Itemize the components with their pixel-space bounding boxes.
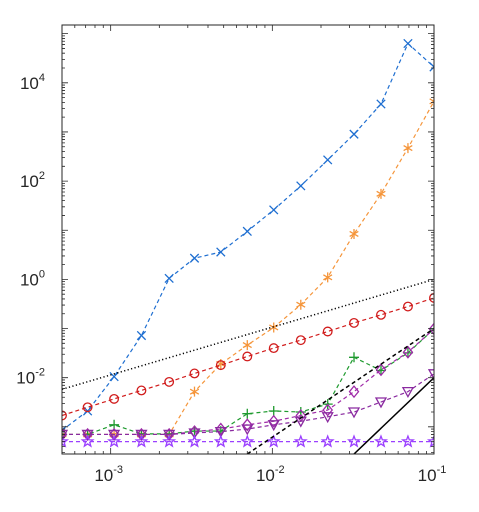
triangle-down-marker-3 bbox=[135, 429, 148, 441]
diamond-marker-14 bbox=[428, 322, 434, 336]
plus-marker-7 bbox=[242, 408, 253, 419]
circle-marker-9 bbox=[295, 335, 306, 346]
star5-marker-13 bbox=[400, 434, 415, 448]
circle-marker-2 bbox=[109, 393, 120, 404]
star5-marker-3 bbox=[134, 434, 149, 448]
circle-marker-3 bbox=[136, 385, 147, 396]
star5-marker-12 bbox=[373, 434, 388, 448]
star6-marker-12 bbox=[376, 188, 386, 199]
star5-marker-9 bbox=[293, 434, 308, 448]
x-marker-9 bbox=[296, 181, 306, 191]
circle-marker-14 bbox=[429, 292, 434, 303]
star5-marker-8 bbox=[266, 434, 281, 448]
x-marker-10 bbox=[323, 155, 333, 165]
y-tick-label-1: 100 bbox=[20, 268, 45, 289]
star5-marker-2 bbox=[107, 434, 122, 448]
x-marker-5 bbox=[189, 253, 200, 263]
x-marker-14 bbox=[429, 62, 434, 72]
circle-marker-7 bbox=[242, 351, 253, 362]
star6-marker-7 bbox=[242, 340, 252, 351]
diamond-marker-11 bbox=[348, 385, 360, 399]
diamond-marker-7 bbox=[241, 418, 253, 432]
series-9 bbox=[353, 377, 434, 454]
y-tick-label-2: 102 bbox=[20, 170, 45, 191]
star5-marker-4 bbox=[162, 434, 177, 448]
triangle-down-marker-1 bbox=[81, 429, 94, 441]
star5-marker-6 bbox=[213, 434, 228, 448]
y-tick-label-0: 10-2 bbox=[16, 367, 45, 388]
circle-marker-11 bbox=[349, 317, 359, 328]
star5-marker-7 bbox=[240, 434, 255, 448]
x-marker-7 bbox=[242, 226, 252, 236]
triangle-down-marker-0 bbox=[62, 429, 69, 441]
star5-marker-0 bbox=[62, 434, 70, 448]
star5-marker-14 bbox=[426, 434, 434, 448]
triangle-down-marker-8 bbox=[267, 420, 280, 432]
circle-marker-4 bbox=[164, 376, 175, 387]
triangle-down-marker-12 bbox=[374, 397, 388, 409]
triangle-down-marker-2 bbox=[107, 429, 121, 441]
x-marker-2 bbox=[109, 371, 119, 382]
series-9-line bbox=[353, 377, 434, 454]
x-marker-13 bbox=[403, 38, 413, 49]
circle-marker-10 bbox=[322, 326, 333, 337]
circle-marker-12 bbox=[376, 309, 386, 320]
y-tick-label-3: 104 bbox=[20, 72, 45, 93]
series-3-line bbox=[62, 328, 434, 436]
star5-marker-11 bbox=[346, 434, 362, 448]
x-marker-12 bbox=[376, 99, 386, 109]
x-marker-11 bbox=[349, 129, 359, 139]
triangle-down-marker-6 bbox=[214, 426, 227, 438]
triangle-down-marker-14 bbox=[427, 369, 434, 381]
series-0 bbox=[62, 38, 434, 435]
series-5-line bbox=[62, 373, 434, 436]
triangle-down-marker-4 bbox=[163, 429, 176, 441]
circle-marker-5 bbox=[189, 368, 200, 379]
triangle-down-marker-11 bbox=[347, 407, 361, 419]
plus-marker-8 bbox=[268, 405, 279, 416]
triangle-down-marker-7 bbox=[241, 424, 254, 436]
plus-marker-11 bbox=[348, 352, 359, 363]
circle-marker-13 bbox=[402, 301, 413, 312]
star6-marker-13 bbox=[403, 143, 413, 154]
circle-marker-8 bbox=[268, 343, 279, 354]
x-marker-6 bbox=[216, 247, 226, 257]
x-tick-label-1: 10-2 bbox=[256, 464, 285, 485]
circle-marker-6 bbox=[215, 360, 226, 371]
diamond-marker-8 bbox=[268, 414, 280, 428]
x-marker-3 bbox=[136, 330, 147, 341]
plot-background bbox=[62, 25, 434, 454]
star5-marker-5 bbox=[187, 434, 202, 448]
triangle-down-marker-5 bbox=[188, 428, 201, 440]
x-tick-label-0: 10-3 bbox=[94, 464, 123, 485]
star6-marker-14 bbox=[429, 96, 434, 107]
star6-marker-9 bbox=[296, 299, 306, 310]
star5-marker-1 bbox=[80, 434, 95, 448]
series-6 bbox=[62, 434, 434, 448]
series-8 bbox=[246, 327, 434, 454]
diamond-marker-13 bbox=[402, 345, 414, 359]
x-marker-4 bbox=[164, 273, 174, 284]
series-layer bbox=[62, 38, 434, 454]
diamond-marker-10 bbox=[322, 403, 334, 417]
triangle-down-marker-13 bbox=[401, 386, 415, 398]
x-marker-8 bbox=[269, 205, 279, 215]
diamond-marker-12 bbox=[375, 363, 387, 377]
plus-marker-14 bbox=[429, 323, 434, 334]
star6-marker-10 bbox=[323, 272, 333, 283]
series-2-line bbox=[62, 297, 434, 417]
triangle-down-marker-10 bbox=[321, 412, 334, 424]
star6-marker-11 bbox=[349, 228, 359, 239]
plot-frame bbox=[61, 24, 435, 455]
circle-marker-1 bbox=[82, 402, 93, 413]
series-8-line bbox=[246, 327, 434, 454]
star6-marker-5 bbox=[189, 386, 200, 397]
tick-layer: 10-3 10-2 10-1 10-2 100 102 104 bbox=[16, 25, 446, 485]
diamond-marker-0 bbox=[62, 427, 68, 441]
x-tick-label-2: 10-1 bbox=[418, 464, 447, 485]
star5-marker-10 bbox=[320, 434, 335, 448]
